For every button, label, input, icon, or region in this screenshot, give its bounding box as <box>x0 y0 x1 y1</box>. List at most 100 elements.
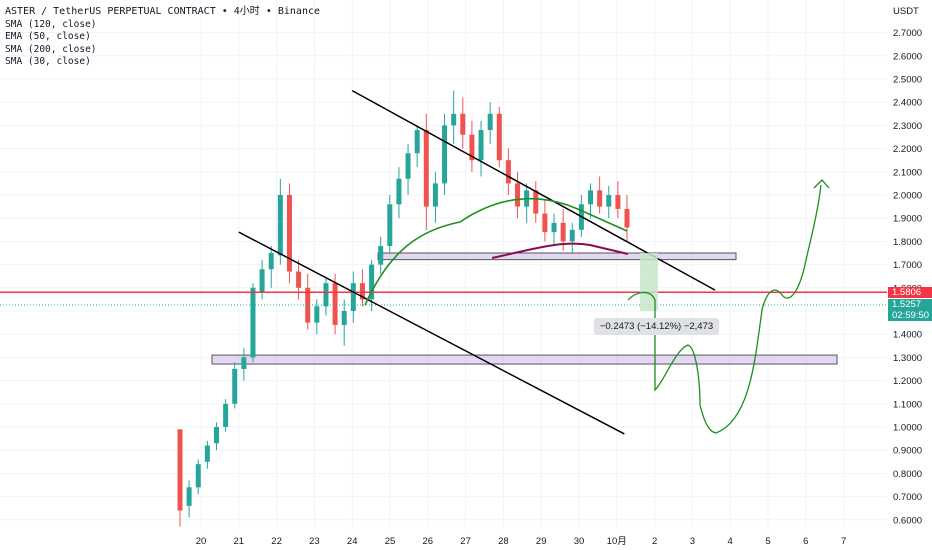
candle-body <box>186 487 192 506</box>
candle-body <box>496 113 502 161</box>
time-tick-label: 29 <box>536 536 547 547</box>
legend-title[interactable]: ASTER / TetherUS PERPETUAL CONTRACT • 4小… <box>5 6 321 17</box>
price-tick-label: 0.7000 <box>893 492 922 503</box>
time-tick-label: 25 <box>385 536 396 547</box>
time-tick-label: 3 <box>690 536 695 547</box>
time-tick-label: 21 <box>234 536 245 547</box>
candle-body <box>195 464 201 488</box>
currency-unit[interactable]: USDT <box>893 6 919 17</box>
price-tick-label: 2.2000 <box>893 144 922 155</box>
candle-body <box>305 287 311 323</box>
time-axis[interactable]: 20 21 22 23 24 25 26 27 28 29 30 10月 2 3 4 5 6 7 <box>196 536 847 547</box>
projection-path <box>627 184 822 434</box>
candle-body <box>241 357 247 369</box>
red-level-price-tag: 1.5806 <box>888 286 932 298</box>
candle-body <box>624 208 630 228</box>
price-tick-label: 1.7000 <box>893 260 922 271</box>
price-tick-label: 0.6000 <box>893 515 922 526</box>
candle-body <box>414 130 420 154</box>
candle-body <box>615 195 621 209</box>
legend-indicator[interactable]: SMA (200, close) <box>5 43 97 55</box>
time-tick-label: 20 <box>196 536 207 547</box>
grid <box>0 0 887 530</box>
time-tick-label: 28 <box>498 536 509 547</box>
candle-body <box>286 195 292 272</box>
candle-body <box>423 130 429 207</box>
candle-body <box>597 190 603 207</box>
candle-body <box>478 130 484 161</box>
candle-body <box>250 287 256 358</box>
candle-body <box>268 253 274 270</box>
candle-body <box>533 190 539 214</box>
bar-countdown-tag: 02:59:50 <box>888 310 932 322</box>
drawings <box>0 89 887 435</box>
price-tick-label: 1.1000 <box>893 399 922 410</box>
zones <box>211 252 838 365</box>
candle-body <box>505 160 511 184</box>
candle-body <box>378 246 384 265</box>
legend-indicator[interactable]: SMA (30, close) <box>5 56 91 67</box>
candle-body <box>213 427 219 444</box>
candle-body <box>460 113 466 135</box>
candle-body <box>314 306 320 323</box>
price-axis[interactable]: 2.7000 2.6000 2.5000 2.4000 2.3000 2.2000 2.10… <box>893 28 922 526</box>
candle-body <box>369 264 375 300</box>
support-zone <box>377 252 737 261</box>
candle-body <box>277 195 283 256</box>
candle-body <box>396 178 402 205</box>
candle-body <box>432 183 438 207</box>
candle-body <box>442 125 448 184</box>
candle-body <box>487 113 493 131</box>
time-tick-label: 30 <box>574 536 585 547</box>
candle-body <box>359 283 365 300</box>
price-tick-label: 1.2000 <box>893 376 922 387</box>
candle-body <box>551 222 557 233</box>
time-tick-label: 4 <box>728 536 733 547</box>
price-tick-label: 2.3000 <box>893 121 922 132</box>
candle-body <box>405 153 411 179</box>
candles <box>177 90 630 527</box>
price-tick-label: 0.8000 <box>893 469 922 480</box>
channel-line <box>351 89 716 291</box>
price-tick-label: 1.0000 <box>893 423 922 434</box>
price-range-measure-label: −0.2473 (−14.12%) −2,473 <box>594 318 719 335</box>
time-tick-label: 6 <box>803 536 808 547</box>
time-tick-label: 27 <box>460 536 471 547</box>
channel-line <box>238 231 625 435</box>
candle-body <box>350 283 356 311</box>
price-tick-label: 2.7000 <box>893 28 922 39</box>
price-tick-label: 1.8000 <box>893 237 922 248</box>
candle-body <box>296 271 302 288</box>
time-tick-label: 22 <box>271 536 282 547</box>
price-tick-label: 0.9000 <box>893 446 922 457</box>
candle-body <box>588 190 594 205</box>
candle-body <box>387 204 393 247</box>
price-tick-label: 1.3000 <box>893 353 922 364</box>
candle-body <box>515 183 521 207</box>
candle-body <box>560 222 566 242</box>
price-tick-label: 1.9000 <box>893 214 922 225</box>
candle-body <box>223 403 229 427</box>
time-tick-label: 26 <box>423 536 434 547</box>
price-tick-label: 2.4000 <box>893 98 922 109</box>
candle-body <box>259 269 265 293</box>
price-tick-label: 1.4000 <box>893 330 922 341</box>
candle-body <box>232 369 238 404</box>
legend-indicator[interactable]: SMA (120, close) <box>5 18 97 30</box>
time-tick-label: 23 <box>309 536 320 547</box>
price-tick-label: 2.6000 <box>893 51 922 62</box>
sma-curve <box>491 242 629 259</box>
ema-curve <box>364 197 628 306</box>
time-tick-label: 10月 <box>607 536 627 547</box>
time-tick-label: 24 <box>347 536 358 547</box>
candle-body <box>341 311 347 325</box>
price-tick-label: 2.5000 <box>893 75 922 86</box>
candle-body <box>469 134 475 161</box>
candle-body <box>177 429 183 511</box>
candle-body <box>451 113 457 126</box>
legend-indicator[interactable]: EMA (50, close) <box>5 31 91 42</box>
time-tick-label: 2 <box>652 536 657 547</box>
candle-body <box>332 283 338 325</box>
support-zone <box>211 354 838 365</box>
